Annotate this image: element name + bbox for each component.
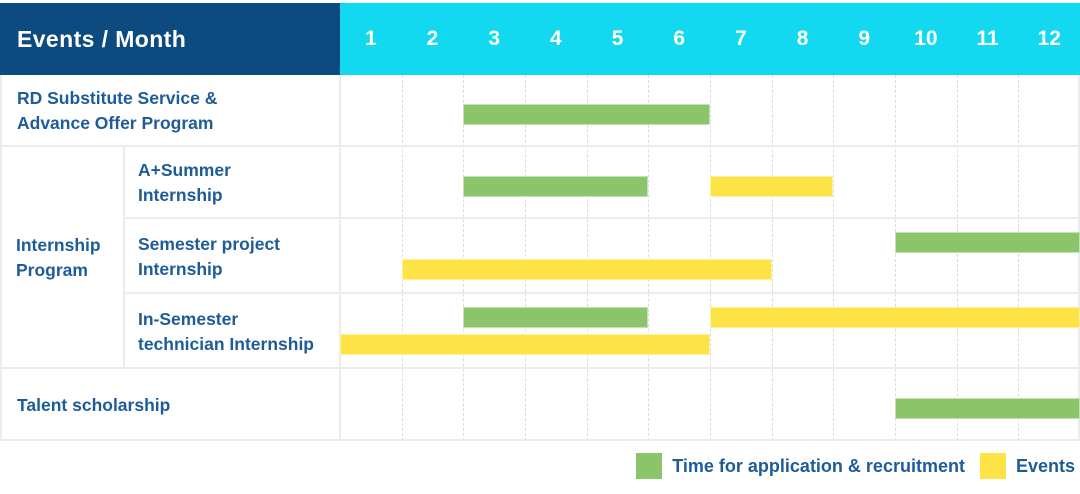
row-label-in-semester-technician: In-Semester technician Internship <box>138 308 314 354</box>
month-header-row: 1 2 3 4 5 6 7 8 9 10 11 12 <box>340 3 1080 75</box>
month-header-cell: 8 <box>796 27 809 50</box>
row-label-a-plus-summer: A+Summer Internship <box>138 160 231 205</box>
gantt-chart-area <box>340 75 1080 441</box>
month-header-cell: 6 <box>673 27 686 50</box>
table-bottom-border <box>0 439 1080 441</box>
month-header-cell: 12 <box>1037 27 1061 50</box>
recruitment-bar <box>463 104 710 125</box>
month-header-cell: 9 <box>858 27 871 50</box>
month-gridline <box>401 75 403 441</box>
month-header-cell: 7 <box>735 27 747 50</box>
month-gridline <box>771 75 773 441</box>
recruitment-swatch-icon <box>636 453 663 479</box>
recruitment-bar <box>463 307 649 328</box>
month-header-cell: 5 <box>611 27 624 50</box>
month-header-cell: 3 <box>488 27 501 50</box>
month-gridline <box>586 75 588 441</box>
recruitment-bar <box>895 398 1080 419</box>
row-divider <box>0 145 1080 147</box>
row-divider <box>124 217 1080 219</box>
month-gridline <box>833 75 835 441</box>
legend-label: Events <box>1015 455 1075 476</box>
legend-item-recruitment: Time for application & recruitment <box>636 453 965 479</box>
header-corner-cell: Events / Month <box>0 3 340 75</box>
legend-item-events: Events <box>979 453 1075 479</box>
month-header-cell: 10 <box>914 27 938 50</box>
recruitment-bar <box>895 232 1080 253</box>
month-header-cell: 4 <box>550 27 562 50</box>
row-divider <box>124 292 1080 294</box>
table-left-border <box>0 75 2 441</box>
month-gridline <box>895 75 896 441</box>
legend: Time for application & recruitment Event… <box>636 452 1075 480</box>
legend-label: Time for application & recruitment <box>672 455 965 476</box>
month-header-cell: 2 <box>426 27 439 50</box>
row-label-talent-scholarship: Talent scholarship <box>17 394 171 415</box>
event-bar <box>710 176 834 197</box>
event-bar <box>401 259 772 280</box>
month-gridline <box>525 75 526 441</box>
header-corner-label: Events / Month <box>17 25 187 52</box>
group-label-internship-program: Internship Program <box>16 235 101 280</box>
month-header-cell: 1 <box>364 27 377 50</box>
recruitment-bar <box>463 176 649 197</box>
row-divider <box>0 367 1080 369</box>
row-label-rd-substitute: RD Substitute Service & Advance Offer Pr… <box>17 88 218 133</box>
month-gridline <box>648 75 650 441</box>
month-gridline <box>710 75 711 441</box>
month-gridline <box>463 75 465 441</box>
month-gridline <box>956 75 958 441</box>
row-label-semester-project: Semester project Internship <box>138 233 281 279</box>
month-gridline <box>1018 75 1020 441</box>
event-bar <box>710 307 1080 328</box>
month-header-cell: 11 <box>976 27 999 50</box>
table-right-border <box>1078 75 1080 441</box>
label-chart-divider <box>339 75 341 441</box>
sub-column-divider <box>123 147 125 369</box>
event-swatch-icon <box>979 453 1006 479</box>
event-bar <box>340 334 710 355</box>
